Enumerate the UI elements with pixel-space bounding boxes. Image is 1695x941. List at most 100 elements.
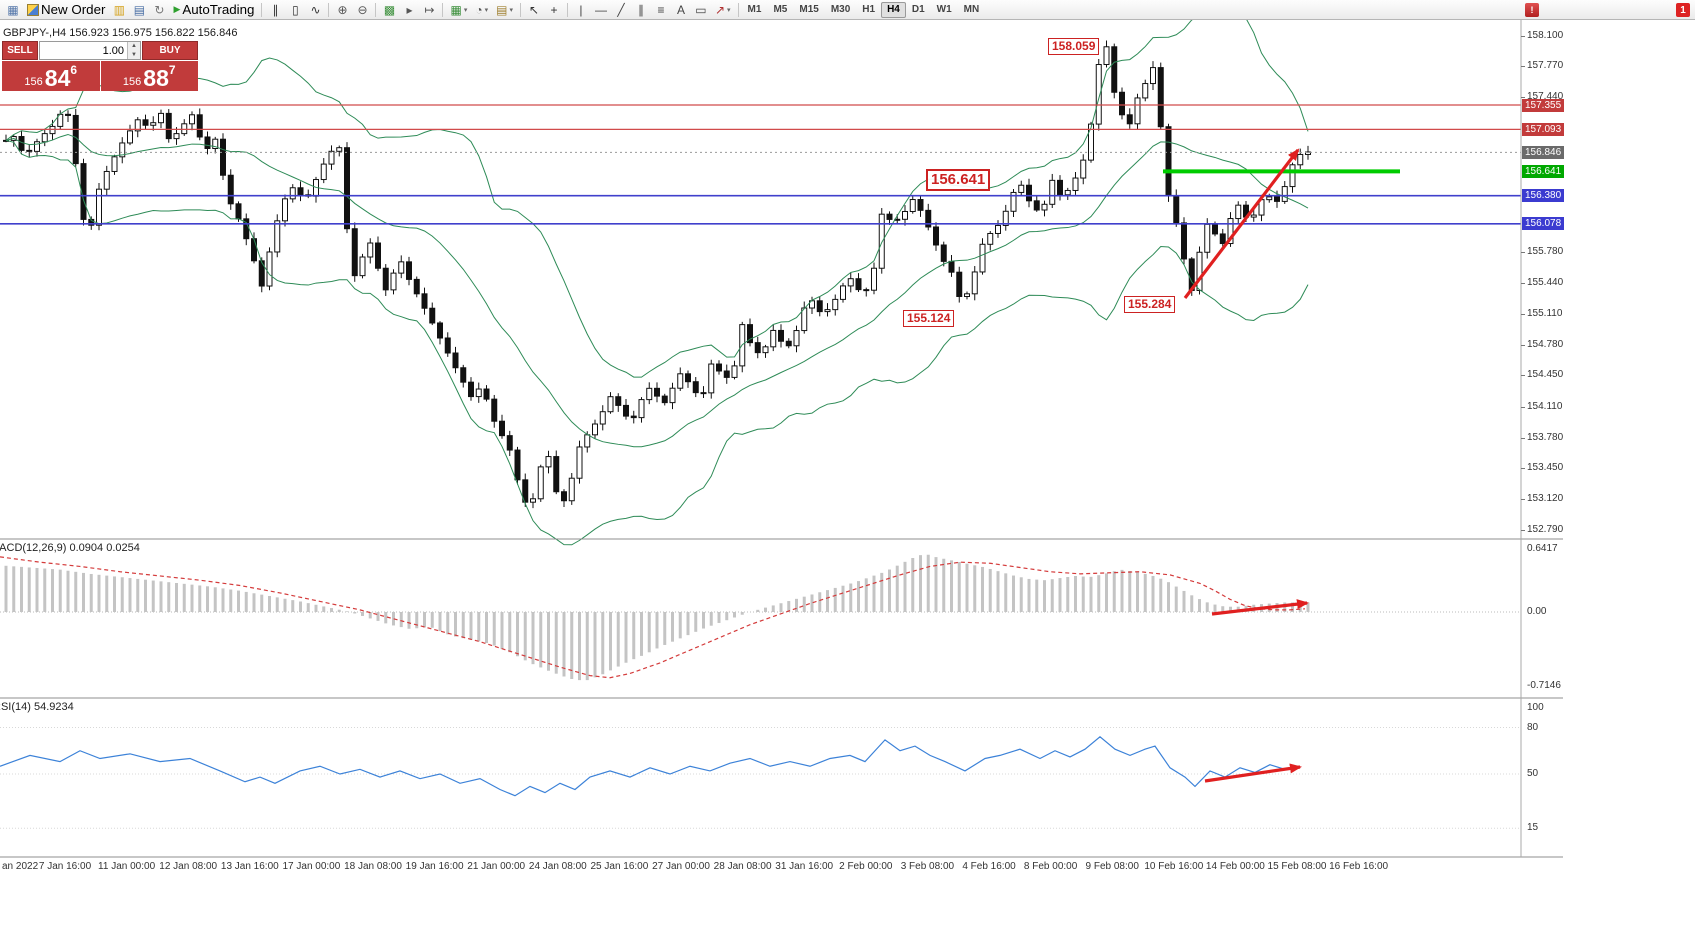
refresh-button[interactable]: ↻ <box>149 1 169 19</box>
timeframe-m1-button[interactable]: M1 <box>747 4 762 15</box>
candle-body <box>444 337 451 354</box>
trendline-icon: ╱ <box>617 2 625 17</box>
periods-dropdown-button[interactable]: ◔ ▾ <box>471 1 492 19</box>
time-label: 16 Feb 16:00 <box>1329 861 1389 872</box>
chart-shift-button[interactable]: ↦ <box>419 1 439 19</box>
market-watch-button[interactable]: ▥ <box>109 1 129 19</box>
candle-body <box>375 242 381 269</box>
bar-chart-button[interactable]: ∥ <box>265 1 285 19</box>
candle-body <box>863 289 870 292</box>
candle-body <box>499 420 505 437</box>
arrow-tools-button[interactable]: ↗ ▾ <box>711 1 735 19</box>
one-click-trading-panel: SELL ▲ ▼ BUY 156 84 6 156 88 7 <box>2 41 198 91</box>
trend-arrow-price[interactable] <box>1183 148 1300 299</box>
candle-body <box>460 367 467 383</box>
price-annotation-155.284[interactable]: 155.284 <box>1124 296 1176 313</box>
timeframe-m5-button[interactable]: M5 <box>773 4 788 15</box>
toolbar-separator <box>328 2 330 17</box>
trendline-button[interactable]: ╱ <box>611 1 631 19</box>
fibonacci-icon: ≡ <box>657 2 665 17</box>
chevron-down-icon: ▾ <box>727 6 731 14</box>
candle-body <box>351 228 358 277</box>
time-label: 13 Jan 16:00 <box>220 861 279 872</box>
candle-body <box>1119 91 1125 116</box>
price-annotation-156.641[interactable]: 156.641 <box>926 169 991 191</box>
candle-body <box>1281 186 1288 202</box>
tick-mark <box>1521 344 1525 346</box>
text-button[interactable]: A <box>671 1 691 19</box>
line-chart-button[interactable]: ∿ <box>305 1 325 19</box>
bar-chart-icon: ∥ <box>272 2 279 17</box>
timeframe-d1-button[interactable]: D1 <box>911 4 925 15</box>
indicators-button[interactable]: ▩ <box>379 1 399 19</box>
toolbar: ▦ New Order ▥ ▤ ↻ ▶ AutoTrading ∥ ▯ ∿ ⊕ ⊖ ▩ ▸ ↦ ▦ ▾… <box>0 0 1695 20</box>
candlestick-button[interactable]: ▯ <box>285 1 305 19</box>
cursor-button[interactable]: ↖ <box>524 1 544 19</box>
rsi-indicator-label: RSI(14) 54.9234 <box>0 701 74 713</box>
tick-mark <box>1521 529 1525 531</box>
buy-quote[interactable]: 156 88 7 <box>100 61 198 91</box>
refresh-icon: ↻ <box>154 2 165 17</box>
volume-down-icon[interactable]: ▼ <box>128 50 140 59</box>
candle-body <box>599 411 606 425</box>
crosshair-button[interactable]: + <box>544 1 564 19</box>
candle-body <box>1266 196 1273 201</box>
label-button[interactable]: ▭ <box>691 1 711 19</box>
channel-button[interactable]: ∥ <box>631 1 651 19</box>
trend-arrow-macd[interactable] <box>1211 599 1309 616</box>
candle-body <box>708 363 715 394</box>
print-button[interactable]: ▤ <box>129 1 149 19</box>
candle-body <box>65 113 71 116</box>
candle-body <box>429 307 436 324</box>
volume-up-icon[interactable]: ▲ <box>128 42 140 51</box>
alert-icon[interactable]: ! <box>1525 3 1539 17</box>
sell-button[interactable]: SELL <box>2 41 38 60</box>
new-chart-dropdown-button[interactable]: ▦ ▾ <box>446 1 471 19</box>
candle-body <box>336 147 343 152</box>
tick-mark <box>1521 406 1525 408</box>
candle-body <box>274 220 281 253</box>
timeframe-m30-button[interactable]: M30 <box>830 4 851 15</box>
fibonacci-button[interactable]: ≡ <box>651 1 671 19</box>
templates-dropdown-button[interactable]: ▤ ▾ <box>492 1 517 19</box>
timeframe-h1-button[interactable]: H1 <box>862 4 876 15</box>
timeframe-w1-button[interactable]: W1 <box>936 4 952 15</box>
zoom-out-button[interactable]: ⊖ <box>352 1 372 19</box>
new-order-button[interactable]: New Order <box>23 1 109 19</box>
timeframe-h4-button[interactable]: H4 <box>881 1 906 18</box>
candle-body <box>716 363 722 372</box>
notification-badge[interactable]: 1 <box>1676 3 1690 17</box>
price-annotation-155.124[interactable]: 155.124 <box>903 310 955 327</box>
timeframe-mn-button[interactable]: MN <box>963 4 980 15</box>
candle-body <box>406 261 412 280</box>
chart-window-button[interactable]: ▦ <box>3 1 23 19</box>
candle-body <box>212 138 219 150</box>
time-axis[interactable]: an 2022 7 Jan 16:00 11 Jan 00:00 12 Jan 08:… <box>0 861 1563 875</box>
price-annotation-158.059[interactable]: 158.059 <box>1048 38 1100 55</box>
buy-button[interactable]: BUY <box>142 41 198 60</box>
candle-body <box>793 330 800 347</box>
candle-body <box>189 114 195 125</box>
candle-body <box>204 136 211 150</box>
autotrading-button[interactable]: ▶ AutoTrading <box>169 1 258 19</box>
zoom-in-button[interactable]: ⊕ <box>332 1 352 19</box>
price-tick-158.100: 158.100 <box>1527 29 1564 41</box>
trend-arrows[interactable] <box>1183 148 1309 783</box>
volume-input[interactable] <box>40 42 140 59</box>
candle-body <box>413 278 420 295</box>
vertical-line-button[interactable]: | <box>571 1 591 19</box>
price-tick-155.780: 155.780 <box>1527 245 1564 257</box>
macd-indicator-label: MACD(12,26,9) 0.0904 0.0254 <box>0 542 140 554</box>
candle-body <box>235 203 242 220</box>
timeframe-m15-button[interactable]: M15 <box>799 4 819 15</box>
horizontal-line-icon: — <box>594 2 607 17</box>
candle-body <box>1026 184 1032 202</box>
sell-quote[interactable]: 156 84 6 <box>2 61 100 91</box>
trend-arrow-rsi[interactable] <box>1204 763 1302 783</box>
volume-spinner: ▲ ▼ <box>127 42 140 59</box>
horizontal-lines[interactable] <box>0 104 1521 225</box>
horizontal-line-button[interactable]: — <box>591 1 611 19</box>
auto-scroll-button[interactable]: ▸ <box>399 1 419 19</box>
candle-body <box>251 238 257 262</box>
